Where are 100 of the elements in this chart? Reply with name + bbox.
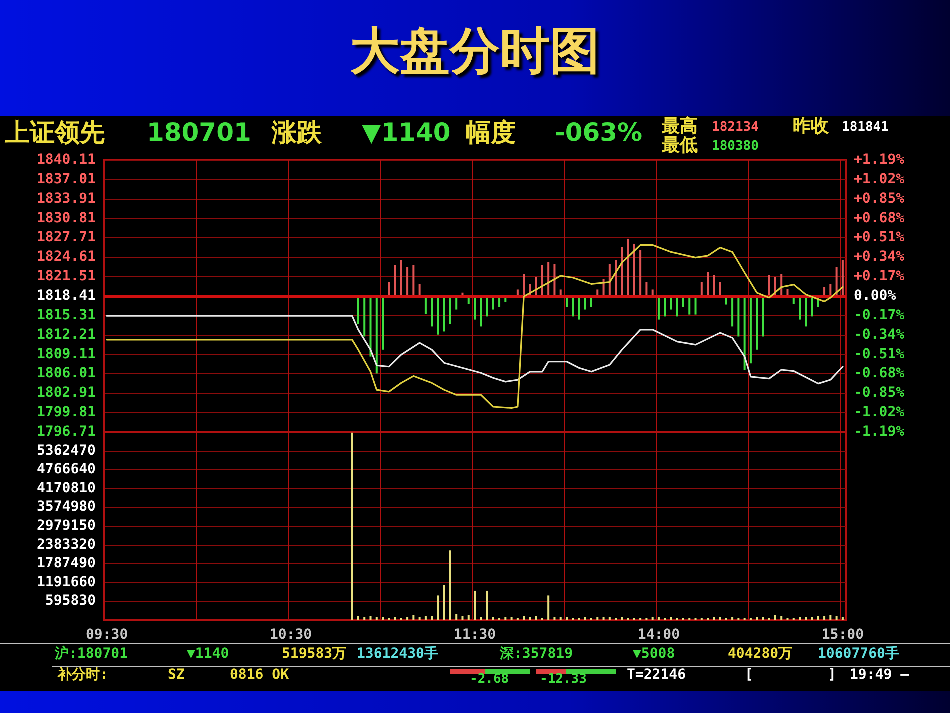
text: 13612430手 — [357, 646, 438, 662]
bar — [382, 296, 384, 350]
bar — [658, 296, 660, 320]
bar — [566, 617, 568, 620]
text: -12.33 — [540, 672, 587, 688]
y-tick-label: 595830 — [45, 593, 96, 610]
bar — [554, 617, 556, 620]
bar — [646, 282, 648, 296]
y2-tick-label: -0.68% — [854, 366, 906, 382]
y-tick-label: 1809.11 — [36, 346, 96, 362]
y-tick-label: 2383320 — [36, 536, 96, 553]
text: 0816 OK — [230, 667, 290, 684]
bar — [817, 616, 820, 620]
bar — [738, 296, 740, 337]
text: SZ — [168, 667, 185, 684]
bar — [713, 275, 716, 296]
text: 涨跌 — [272, 118, 322, 147]
text: ▼1140 — [187, 646, 230, 662]
y-tick-label: 2979150 — [36, 518, 96, 534]
y2-tick-label: +0.68% — [854, 210, 906, 226]
bar — [504, 617, 507, 620]
bar — [357, 616, 360, 620]
text: 最高 — [662, 116, 698, 137]
bar — [762, 617, 764, 620]
y-tick-label: 4170810 — [36, 480, 96, 496]
bar — [830, 615, 832, 620]
bar — [480, 617, 482, 620]
bar — [480, 296, 482, 327]
y-tick-label: 1830.81 — [36, 210, 96, 226]
bar — [431, 296, 434, 327]
bar — [486, 590, 488, 620]
text: 补分时: — [58, 667, 108, 684]
bar — [412, 265, 415, 296]
y-tick-label: 1812.21 — [36, 326, 96, 343]
line-series — [106, 315, 844, 385]
bar — [523, 274, 526, 296]
bar — [732, 296, 734, 327]
y-tick-label: 1837.01 — [36, 171, 96, 188]
bar — [805, 617, 808, 620]
bar — [554, 264, 556, 296]
bar — [658, 617, 660, 620]
bar — [670, 617, 672, 620]
y-tick-label: 1796.71 — [36, 424, 96, 440]
bar — [364, 296, 366, 337]
text: 深:357819 — [500, 646, 574, 662]
bar — [535, 616, 538, 620]
bar — [412, 615, 415, 620]
y-tick-label: 1799.81 — [36, 404, 96, 421]
bar — [621, 617, 624, 620]
bar — [357, 296, 360, 324]
bar — [406, 267, 409, 296]
bar — [400, 260, 402, 296]
bar — [523, 616, 526, 620]
y-tick-label: 1787490 — [36, 556, 96, 572]
bar — [627, 238, 630, 296]
bar — [548, 596, 550, 620]
y2-tick-label: +0.51% — [854, 230, 906, 246]
bar — [449, 550, 452, 620]
y2-tick-label: -0.51% — [854, 346, 906, 362]
bar — [474, 590, 476, 620]
y2-tick-label: +0.17% — [854, 268, 906, 285]
bar — [370, 296, 372, 357]
bar — [437, 596, 440, 620]
y2-tick-label: -0.17% — [854, 307, 906, 324]
bar — [364, 617, 366, 620]
bar — [388, 282, 390, 296]
bar — [713, 617, 716, 620]
bar — [842, 260, 844, 296]
bar — [376, 617, 378, 620]
text: -2.68 — [470, 672, 510, 688]
y2-tick-label: -1.19% — [854, 424, 906, 440]
text: -063% — [555, 118, 643, 147]
y-tick-label: 1191660 — [36, 574, 96, 590]
y-tick-label: 1806.01 — [36, 366, 96, 382]
text: [ — [745, 667, 754, 684]
bar — [633, 244, 636, 296]
bar — [584, 617, 586, 620]
text: 181841 — [842, 120, 889, 136]
y2-tick-label: 0.00% — [854, 288, 897, 304]
bar — [468, 615, 470, 620]
bar — [750, 296, 752, 364]
text: 10607760手 — [818, 646, 900, 662]
chart-title: 大盘分时图 — [349, 21, 601, 82]
y2-tick-label: +1.19% — [854, 152, 906, 168]
bar — [756, 617, 758, 620]
bar — [376, 296, 378, 374]
bar — [560, 617, 562, 620]
bar — [608, 617, 611, 620]
bar — [443, 296, 446, 332]
bar — [462, 616, 464, 620]
y2-tick-label: +0.85% — [854, 190, 906, 207]
bar — [370, 616, 372, 620]
bar — [756, 296, 758, 350]
y-tick-label: 3574980 — [36, 499, 96, 516]
text: 404280万 — [728, 646, 793, 662]
bar — [474, 296, 476, 320]
text: 180701 — [147, 118, 252, 147]
bar — [640, 250, 642, 296]
bar — [719, 282, 722, 296]
bar — [744, 296, 746, 370]
